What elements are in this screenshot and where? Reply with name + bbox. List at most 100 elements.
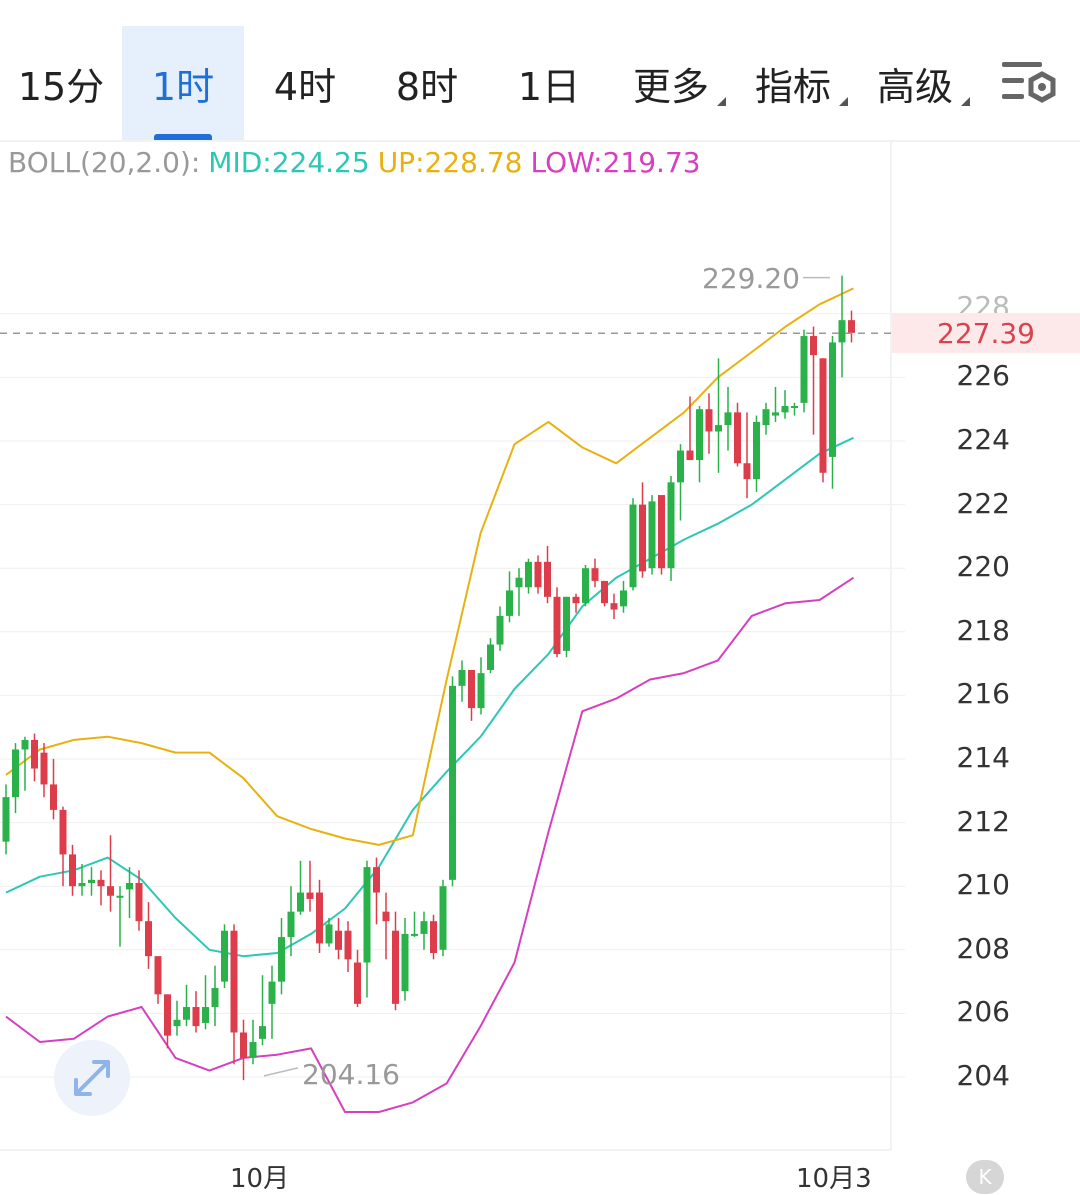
candle-body xyxy=(97,879,105,887)
candle-body xyxy=(306,892,314,899)
y-tick-label: 208 xyxy=(956,931,1010,965)
candle-body xyxy=(705,409,713,432)
boll-mid-line xyxy=(5,436,854,958)
candle-body xyxy=(287,911,295,938)
current-price-label: 227.39 xyxy=(892,313,1080,353)
candle-body xyxy=(563,596,570,651)
y-tick-label: 226 xyxy=(956,359,1010,393)
candle-body xyxy=(572,596,580,604)
candle-body xyxy=(116,895,124,898)
candle-body xyxy=(658,495,665,569)
tab-7[interactable]: 高级 xyxy=(854,26,976,140)
candle-body xyxy=(753,421,760,480)
candle-body xyxy=(648,501,656,569)
dropdown-triangle-icon xyxy=(839,97,848,106)
candle-body xyxy=(126,883,133,890)
tab-3[interactable]: 8时 xyxy=(366,26,488,140)
candle-body xyxy=(259,1026,266,1039)
tab-5[interactable]: 更多 xyxy=(610,26,732,140)
candle-body xyxy=(544,561,551,597)
candle-body xyxy=(848,320,855,333)
candle-body xyxy=(800,336,808,403)
candle-body xyxy=(629,504,637,588)
boll-low-value: LOW:219.73 xyxy=(530,146,701,179)
candle-body xyxy=(31,739,38,769)
low-price-annotation: 204.16 xyxy=(302,1058,400,1091)
candle-body xyxy=(335,930,342,950)
candle-body xyxy=(506,590,513,616)
low-annotation-leader xyxy=(263,1067,299,1077)
y-tick-label: 224 xyxy=(956,423,1010,456)
candle-body xyxy=(620,590,627,607)
x-axis-label-2: 10月3 xyxy=(796,1164,872,1194)
y-tick-label: 212 xyxy=(956,804,1010,838)
candle-body xyxy=(401,933,409,992)
k-line-button[interactable]: K xyxy=(966,1160,1004,1194)
candle-body xyxy=(107,886,114,896)
candle-body xyxy=(316,892,323,944)
high-price-annotation: 229.20 xyxy=(702,262,800,295)
tab-label: 1日 xyxy=(517,64,581,109)
candle-body xyxy=(791,406,798,409)
tab-label: 1时 xyxy=(151,64,215,109)
candle-body xyxy=(88,879,95,884)
candle-body xyxy=(344,930,352,960)
candle-body xyxy=(553,596,561,655)
expand-chart-button[interactable] xyxy=(54,1040,130,1116)
candle-body xyxy=(667,482,675,569)
candle-body xyxy=(582,568,589,604)
timeframe-tabs: 15分 1时 4时 8时 1日 更多 指标 高级 xyxy=(0,0,1080,140)
y-tick-label: 216 xyxy=(956,677,1010,711)
candle-body xyxy=(230,930,238,1033)
candle-body xyxy=(686,450,694,461)
tab-2[interactable]: 4时 xyxy=(244,26,366,140)
candle-body xyxy=(819,358,827,473)
tab-label: 高级 xyxy=(876,64,953,109)
chart-settings-icon[interactable] xyxy=(1000,58,1060,110)
candle-body xyxy=(373,867,380,893)
candle-body xyxy=(458,669,466,686)
tab-6[interactable]: 指标 xyxy=(732,26,854,140)
y-tick-label: 220 xyxy=(956,550,1010,584)
candle-body xyxy=(249,1042,257,1058)
tab-1[interactable]: 1时 xyxy=(122,26,244,140)
candle-body xyxy=(211,987,219,1008)
candle-body xyxy=(192,1007,200,1027)
candle-body xyxy=(278,937,285,982)
tab-label: 8时 xyxy=(395,64,459,109)
candlestick-chart[interactable] xyxy=(0,140,1080,1194)
candle-body xyxy=(734,412,741,464)
boll-lower-line xyxy=(5,576,855,1113)
expand-icon xyxy=(74,1060,110,1096)
candle-body xyxy=(420,921,428,934)
candle-body xyxy=(183,1007,190,1020)
candle-body xyxy=(715,425,722,432)
candle-body xyxy=(240,1032,247,1058)
candle-body xyxy=(354,962,361,1004)
y-tick-label: 206 xyxy=(956,995,1010,1029)
candle-body xyxy=(477,673,485,709)
tab-4[interactable]: 1日 xyxy=(488,26,610,140)
dropdown-triangle-icon xyxy=(717,97,726,106)
boll-legend-name: BOLL(20,2.0): xyxy=(8,146,201,179)
candle-body xyxy=(743,463,751,480)
candle-body xyxy=(534,561,542,588)
candle-body xyxy=(202,1007,209,1023)
candle-body xyxy=(449,685,456,880)
x-axis-label-1: 10月 xyxy=(230,1164,290,1194)
y-tick-label: 218 xyxy=(956,613,1010,647)
candle-body xyxy=(154,956,162,995)
tab-0[interactable]: 15分 xyxy=(0,26,122,140)
tab-label: 4时 xyxy=(273,64,337,109)
candle-body xyxy=(12,749,19,798)
candle-body xyxy=(677,450,684,483)
candle-body xyxy=(411,933,418,936)
candle-body xyxy=(78,883,86,887)
y-tick-label: 210 xyxy=(956,868,1010,902)
candle-body xyxy=(781,406,789,413)
candle-body xyxy=(639,504,646,572)
candle-body xyxy=(838,320,846,343)
candle-body xyxy=(268,981,276,1004)
tab-label: 指标 xyxy=(754,64,831,109)
y-tick-label: 222 xyxy=(956,486,1010,520)
